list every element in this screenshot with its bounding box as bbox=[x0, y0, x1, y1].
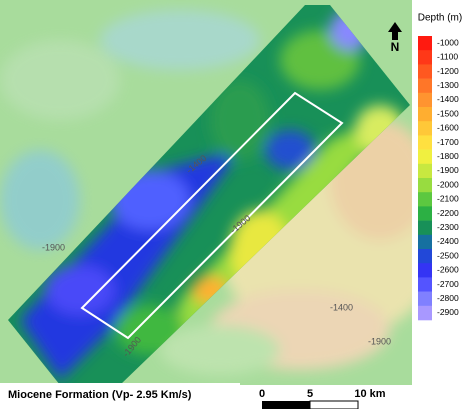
legend-swatch bbox=[418, 192, 432, 207]
legend-swatch bbox=[418, 64, 432, 79]
legend-swatch bbox=[418, 221, 432, 236]
legend-label: -2200 bbox=[437, 208, 459, 218]
legend-swatch bbox=[418, 249, 432, 264]
legend-label: -2600 bbox=[437, 265, 459, 275]
page: Miocene Formation (Vp- 2.95 Km/s) 0 5 10… bbox=[0, 0, 467, 414]
legend-label: -2000 bbox=[437, 179, 459, 189]
legend-label: -1800 bbox=[437, 151, 459, 161]
legend-label: -1100 bbox=[437, 52, 458, 62]
legend-swatch bbox=[418, 263, 432, 278]
scale-label: 5 bbox=[307, 388, 313, 400]
legend-label: -1600 bbox=[437, 123, 459, 133]
contour-label: -1900 bbox=[42, 242, 65, 252]
legend-label: -2300 bbox=[437, 222, 459, 232]
legend-label: -1200 bbox=[437, 66, 459, 76]
legend-swatch bbox=[418, 79, 432, 94]
legend-label: -2500 bbox=[437, 250, 459, 260]
legend-label: -1500 bbox=[437, 108, 459, 118]
scale-label: 10 km bbox=[354, 388, 385, 400]
legend-swatch bbox=[418, 277, 432, 292]
scale-label: 0 bbox=[259, 388, 265, 400]
legend-swatch bbox=[418, 93, 432, 108]
legend: -1000 -1100 -1200 -1300 -1400 -1500 -1600 -1700… bbox=[418, 36, 459, 320]
north-label: N bbox=[391, 40, 400, 54]
legend-label: -1400 bbox=[437, 94, 459, 104]
legend-label: -1900 bbox=[437, 165, 459, 175]
legend-label: -2100 bbox=[437, 194, 459, 204]
legend-swatch bbox=[418, 50, 432, 64]
contour-label: -1900 bbox=[368, 336, 391, 346]
legend-swatch bbox=[418, 150, 432, 165]
legend-swatch bbox=[418, 164, 432, 179]
legend-label: -2400 bbox=[437, 236, 459, 246]
legend-label: -2900 bbox=[437, 307, 459, 317]
legend-title: Depth (m) bbox=[418, 13, 462, 24]
legend-swatch bbox=[418, 121, 432, 136]
legend-swatch bbox=[418, 206, 432, 221]
legend-label: -1300 bbox=[437, 80, 459, 90]
legend-label: -1000 bbox=[437, 37, 459, 47]
legend-swatch bbox=[418, 306, 432, 321]
legend-swatch bbox=[418, 36, 432, 51]
depth-map bbox=[0, 0, 440, 385]
legend-swatch bbox=[418, 235, 432, 250]
map-figure: Miocene Formation (Vp- 2.95 Km/s) 0 5 10… bbox=[0, 0, 467, 409]
legend-label: -2700 bbox=[437, 279, 459, 289]
legend-label: -1700 bbox=[437, 137, 459, 147]
legend-swatch bbox=[418, 292, 432, 307]
scale-bar: 0 5 10 km bbox=[259, 388, 386, 409]
legend-swatch bbox=[418, 107, 432, 122]
legend-swatch bbox=[418, 178, 432, 193]
contour-label: -1400 bbox=[330, 302, 353, 312]
caption: Miocene Formation (Vp- 2.95 Km/s) bbox=[8, 389, 192, 401]
legend-swatch bbox=[418, 135, 432, 150]
legend-label: -2800 bbox=[437, 293, 459, 303]
